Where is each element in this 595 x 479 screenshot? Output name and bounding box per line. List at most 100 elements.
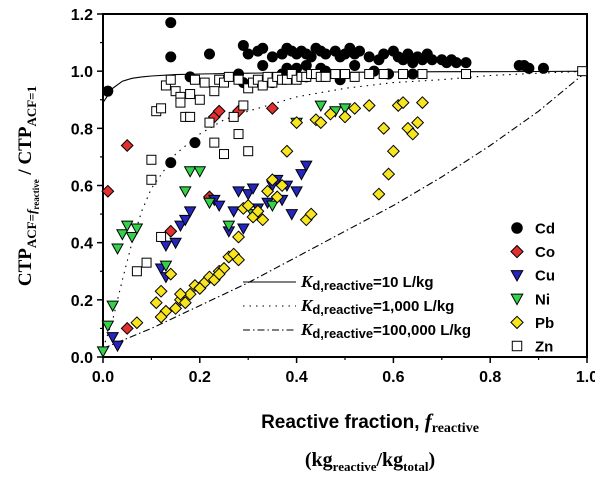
data-point-ni	[120, 220, 134, 233]
data-point-zn	[228, 111, 239, 122]
data-point-zn	[330, 69, 341, 80]
data-point-pb	[169, 301, 183, 315]
x-tick-label: 1.0	[576, 369, 595, 386]
data-point-pb	[275, 178, 289, 193]
y-label-a-sub: ACF=	[24, 214, 39, 248]
data-point-pb	[386, 144, 400, 158]
legend-label-pb: Pb	[535, 315, 554, 332]
data-point-cu	[246, 183, 260, 195]
data-point-ni	[159, 260, 173, 273]
data-point-zn	[185, 89, 196, 100]
data-point-cd	[189, 137, 201, 149]
x-unit-sub1: reactive	[333, 459, 377, 474]
y-tick-label: 0.2	[71, 293, 93, 310]
data-point-zn	[233, 74, 244, 85]
legend-item-cu: Cu	[510, 268, 555, 285]
data-point-pb	[130, 316, 144, 330]
data-point-cd	[537, 62, 549, 74]
data-point-cu	[183, 206, 197, 218]
legend-marker-cd	[511, 222, 523, 234]
data-point-pb	[154, 310, 168, 324]
data-point-cu	[241, 189, 255, 201]
legend-item-ni: Ni	[510, 291, 550, 308]
data-point-ni	[222, 220, 236, 233]
x-unit-mid: /kg	[375, 449, 403, 471]
data-point-zn	[257, 80, 268, 91]
data-point-cd	[378, 48, 390, 60]
data-point-cd	[363, 51, 375, 63]
data-point-zn	[223, 71, 234, 82]
data-point-cd	[354, 45, 366, 57]
kd-line-dashdot	[102, 70, 588, 349]
data-point-zn	[204, 117, 215, 128]
data-point-ni	[203, 197, 216, 210]
legend-marker-cu	[510, 270, 524, 283]
data-point-cu	[169, 237, 182, 250]
data-point-cu	[285, 209, 299, 221]
legend-item-cd: Cd	[511, 221, 555, 238]
data-point-pb	[314, 116, 328, 130]
data-point-cu	[290, 186, 303, 198]
data-point-cu	[106, 332, 120, 344]
data-point-co	[101, 184, 115, 198]
data-point-co	[120, 138, 134, 152]
data-point-cd	[165, 51, 177, 63]
data-point-pb	[212, 267, 226, 281]
data-point-cu	[159, 240, 173, 253]
data-point-cu	[178, 214, 192, 227]
y-label-b-sub: ACF=1	[24, 86, 39, 127]
data-point-pb	[377, 121, 391, 135]
data-point-zn	[165, 74, 176, 85]
y-label-a: CTP	[15, 248, 36, 286]
data-point-cu	[295, 169, 308, 181]
data-point-ni	[125, 232, 139, 244]
data-point-zn	[364, 69, 375, 80]
legend-label-co: Co	[535, 244, 555, 261]
legend-label-cu: Cu	[535, 268, 555, 285]
data-point-zn	[189, 74, 200, 85]
data-point-cu	[212, 200, 226, 213]
legend-marker-co	[510, 244, 524, 259]
data-point-pb	[304, 207, 318, 221]
x-unit-close: )	[428, 449, 435, 471]
legend-line-item-solid: Kd,reactive=10 L/kg	[243, 272, 434, 293]
data-point-zn	[209, 86, 220, 97]
x-unit-open: (kg	[305, 449, 333, 471]
x-tick-label: 0.2	[189, 369, 211, 386]
data-point-cu	[227, 206, 241, 218]
data-point-ni	[111, 243, 124, 255]
legend-label-cd: Cd	[535, 221, 555, 238]
data-point-pb	[382, 167, 396, 181]
data-point-pb	[241, 199, 255, 213]
data-point-cu	[111, 340, 124, 353]
data-point-pb	[280, 144, 294, 158]
data-point-ni	[193, 166, 207, 178]
data-point-zn	[340, 69, 350, 80]
data-point-ni	[338, 103, 352, 115]
data-point-cd	[266, 51, 278, 63]
data-points	[96, 17, 588, 358]
data-point-co	[120, 321, 134, 335]
data-point-ni	[183, 166, 197, 178]
series-co	[101, 101, 279, 335]
data-point-pb	[149, 296, 163, 310]
series-zn	[131, 66, 588, 277]
data-point-pb	[251, 204, 265, 218]
data-point-co	[212, 104, 226, 118]
data-point-pb	[265, 173, 279, 187]
data-point-pb	[256, 213, 270, 227]
data-point-pb	[183, 287, 197, 301]
data-point-cu	[174, 220, 187, 233]
y-tick-label: 1.2	[71, 7, 93, 24]
data-point-cd	[349, 59, 361, 71]
data-point-cd	[426, 54, 438, 66]
legend-series: Cd Co Cu Ni Pb Zn	[510, 221, 555, 356]
data-point-pb	[173, 287, 187, 301]
legend-line-label-dashdot: Kd,reactive=100,000 L/kg	[300, 320, 471, 341]
data-point-zn	[156, 231, 167, 242]
kd-line-dotted	[102, 70, 588, 349]
y-tick-label: 0.6	[71, 179, 93, 196]
svg-text:(kgreactive/kgtotal): (kgreactive/kgtotal)	[305, 449, 435, 474]
x-axis-label: Reactive fraction, freactive (kgreactive…	[261, 409, 479, 474]
